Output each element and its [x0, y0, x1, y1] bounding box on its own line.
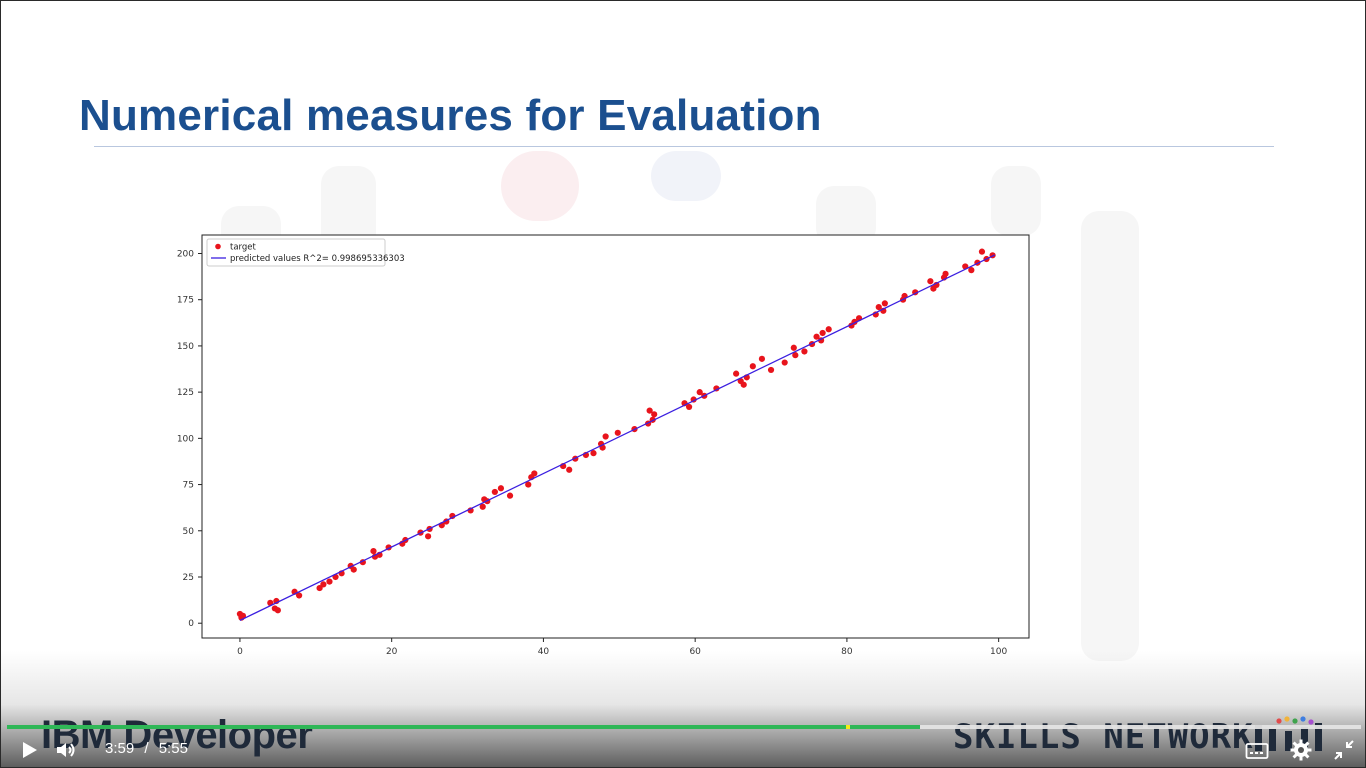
y-tick-label: 175 — [177, 296, 194, 306]
target-point — [740, 381, 747, 388]
legend-target-label: target — [230, 243, 257, 253]
legend-box — [206, 238, 386, 267]
target-point — [881, 300, 888, 307]
target-point — [927, 278, 934, 285]
target-point — [370, 548, 377, 555]
play-icon[interactable] — [18, 738, 42, 762]
target-point — [350, 566, 357, 573]
target-point — [758, 355, 766, 362]
watermark-shape — [991, 166, 1041, 236]
y-tick-label: 0 — [188, 619, 194, 629]
target-point — [424, 533, 432, 540]
title-divider — [94, 146, 1274, 147]
watermark-shape — [1081, 211, 1139, 661]
target-point — [239, 612, 247, 619]
target-point — [696, 389, 703, 396]
target-point — [651, 411, 658, 418]
y-tick-label: 25 — [183, 573, 194, 583]
target-point — [296, 592, 303, 599]
target-point — [767, 366, 775, 374]
target-point — [274, 607, 281, 614]
y-tick-label: 200 — [177, 249, 194, 259]
y-tick-label: 75 — [183, 481, 194, 491]
target-point — [801, 348, 808, 355]
target-point — [479, 503, 486, 510]
target-point — [326, 578, 333, 585]
exit-fullscreen-icon[interactable] — [1332, 738, 1356, 762]
scatter-chart: 0204060801000255075100125150175200target… — [177, 234, 1030, 657]
target-point — [781, 359, 788, 366]
duration: 5:55 — [158, 740, 188, 757]
target-point — [875, 303, 882, 311]
target-point — [566, 466, 573, 473]
volume-icon[interactable] — [54, 738, 78, 762]
target-point — [749, 363, 756, 370]
footer-brand-right: SKILLS NETWORK — [953, 717, 1254, 757]
chapter-marker[interactable] — [846, 725, 851, 729]
target-point — [497, 485, 505, 492]
skills-network-logo — [1255, 716, 1322, 751]
predicted-line — [239, 254, 996, 622]
target-point — [968, 267, 975, 274]
progress-bar[interactable] — [7, 725, 1361, 729]
target-point — [792, 352, 799, 359]
y-tick-label: 125 — [177, 388, 194, 398]
captions-icon[interactable] — [1245, 739, 1269, 763]
player-gradient — [1, 651, 1365, 767]
progress-played — [7, 725, 920, 729]
time-separator: / — [144, 740, 149, 757]
target-point — [614, 429, 621, 436]
slide-title: Numerical measures for Evaluation — [79, 91, 822, 140]
target-point — [978, 248, 986, 255]
target-point — [825, 326, 832, 333]
target-point — [942, 270, 949, 277]
settings-icon[interactable] — [1289, 738, 1313, 762]
target-point — [491, 488, 498, 496]
target-point — [506, 492, 514, 499]
target-point — [685, 403, 693, 411]
target-point — [733, 370, 740, 377]
current-time: 3:59 — [105, 740, 135, 757]
target-point — [531, 470, 538, 477]
target-point — [602, 433, 609, 440]
target-point — [525, 481, 532, 488]
watermark-shape — [501, 151, 579, 221]
time-display: 3:59 / 5:55 — [105, 740, 188, 757]
legend-target-marker — [215, 243, 221, 250]
y-tick-label: 100 — [177, 434, 194, 444]
legend-predicted-label: predicted values R^2= 0.998695336303 — [230, 254, 405, 264]
target-point — [316, 584, 323, 592]
target-point — [320, 581, 327, 588]
watermark-shape — [651, 151, 721, 201]
target-point — [819, 329, 826, 337]
footer-brand-left: IBM Developer — [41, 713, 313, 757]
target-point — [646, 407, 653, 414]
y-tick-label: 150 — [177, 342, 194, 352]
target-point — [590, 450, 597, 457]
target-point — [790, 344, 797, 351]
target-point — [813, 333, 820, 340]
y-tick-label: 50 — [183, 527, 195, 537]
